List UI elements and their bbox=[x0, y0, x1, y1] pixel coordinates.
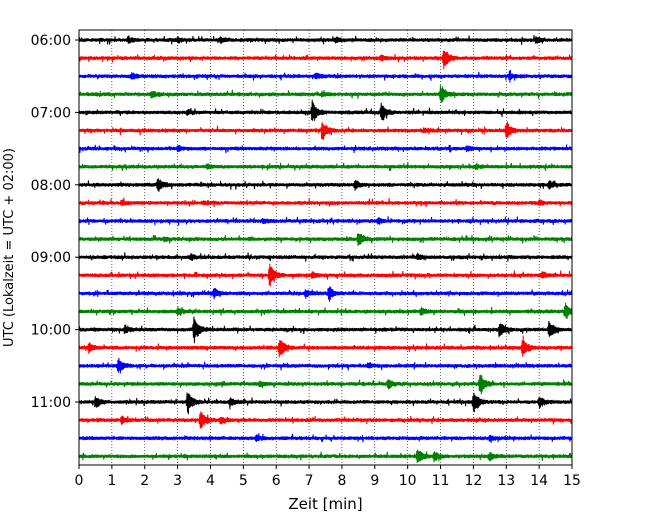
seismic-trace bbox=[78, 392, 573, 415]
y-tick-label: 11:00 bbox=[31, 395, 71, 411]
seismic-trace bbox=[78, 144, 573, 154]
seismic-trace bbox=[78, 302, 573, 320]
seismic-trace bbox=[78, 99, 573, 121]
x-tick-label: 13 bbox=[497, 473, 515, 489]
x-axis-ticks: 0 1 2 3 4 5 6 7 8 9 10 11 12 13 14 15 bbox=[75, 465, 581, 489]
seismic-trace bbox=[78, 263, 573, 287]
y-axis-label: UTC (Lokalzeit = UTC + 02:00) bbox=[2, 148, 17, 347]
plot-frame bbox=[78, 29, 573, 466]
seismic-trace bbox=[78, 178, 573, 192]
seismic-trace bbox=[78, 411, 573, 429]
seismic-trace bbox=[78, 374, 573, 395]
y-tick-label: 06:00 bbox=[31, 33, 71, 49]
seismic-trace bbox=[78, 433, 573, 443]
seismic-trace bbox=[78, 449, 573, 463]
seismic-trace bbox=[78, 286, 573, 302]
seismic-trace bbox=[78, 50, 573, 70]
seismic-trace bbox=[78, 162, 573, 171]
y-tick-label: 09:00 bbox=[31, 250, 71, 266]
x-tick-label: 3 bbox=[173, 473, 182, 489]
x-tick-label: 11 bbox=[432, 473, 450, 489]
x-tick-label: 8 bbox=[337, 473, 346, 489]
x-tick-label: 6 bbox=[272, 473, 281, 489]
seismic-trace bbox=[78, 121, 573, 140]
y-tick-label: 10:00 bbox=[31, 323, 71, 339]
x-tick-label: 14 bbox=[530, 473, 548, 489]
seismic-trace bbox=[78, 69, 573, 83]
x-tick-label: 12 bbox=[464, 473, 482, 489]
seismic-trace bbox=[78, 85, 573, 104]
seismic-trace bbox=[78, 316, 573, 344]
x-tick-label: 15 bbox=[563, 473, 581, 489]
seismic-trace bbox=[78, 233, 573, 247]
x-tick-label: 1 bbox=[107, 473, 116, 489]
seismic-traces bbox=[78, 34, 573, 463]
x-tick-label: 10 bbox=[399, 473, 417, 489]
x-axis-label: Zeit [min] bbox=[288, 495, 362, 513]
seismic-trace bbox=[78, 335, 573, 358]
seismic-trace bbox=[78, 357, 573, 374]
x-tick-label: 2 bbox=[140, 473, 149, 489]
seismic-trace bbox=[78, 34, 573, 45]
x-tick-label: 9 bbox=[370, 473, 379, 489]
x-tick-label: 4 bbox=[206, 473, 215, 489]
seismic-trace bbox=[78, 216, 573, 226]
x-tick-label: 7 bbox=[305, 473, 314, 489]
grid-lines bbox=[111, 30, 540, 465]
y-axis-ticks: 06:00 07:00 08:00 09:00 10:00 11:00 bbox=[31, 33, 79, 411]
x-tick-label: 0 bbox=[75, 473, 84, 489]
seismic-trace bbox=[78, 197, 573, 208]
x-tick-label: 5 bbox=[239, 473, 248, 489]
y-tick-label: 07:00 bbox=[31, 105, 71, 121]
seismic-trace bbox=[78, 252, 573, 262]
y-tick-label: 08:00 bbox=[31, 178, 71, 194]
